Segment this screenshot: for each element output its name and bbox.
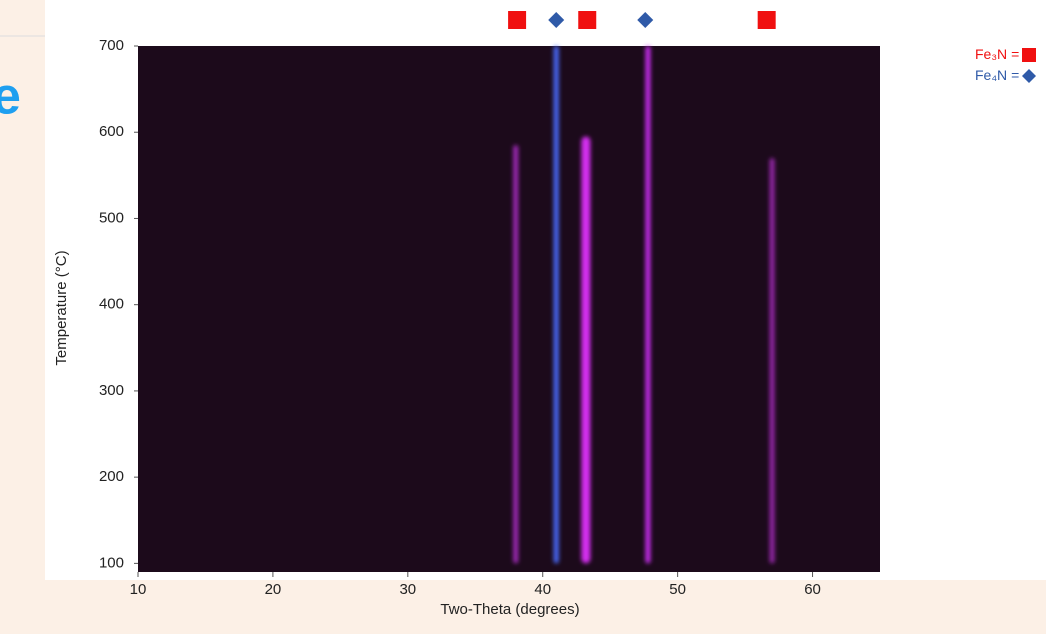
x-tick-label: 40 <box>534 581 551 598</box>
diffraction-streak <box>645 46 651 564</box>
y-tick-label: 100 <box>99 554 124 571</box>
diffraction-streak <box>769 158 775 564</box>
phase-marker <box>508 11 527 29</box>
y-tick-label: 700 <box>99 37 124 54</box>
x-tick-label: 10 <box>130 581 147 598</box>
legend-marker <box>1022 48 1036 62</box>
legend-name: Fe₃N <box>975 46 1007 62</box>
y-tick-label: 400 <box>99 296 124 313</box>
phase-marker <box>578 11 597 29</box>
legend-name: Fe₄N <box>975 67 1007 83</box>
diffraction-streak <box>581 136 591 564</box>
x-tick-label: 20 <box>265 581 282 598</box>
x-tick-label: 60 <box>804 581 821 598</box>
x-axis-label: Two-Theta (degrees) <box>440 601 579 618</box>
legend-label: Fe₄N = <box>975 67 1019 83</box>
diffraction-streak <box>553 46 559 564</box>
phase-marker <box>757 11 776 29</box>
phase-marker <box>637 12 654 28</box>
legend-label: Fe₃N = <box>975 46 1019 62</box>
y-tick-label: 300 <box>99 382 124 399</box>
legend-marker <box>1022 69 1036 83</box>
y-tick-label: 200 <box>99 468 124 485</box>
plot-background <box>138 46 880 572</box>
legend-separator: = <box>1011 67 1019 83</box>
slide-title-fragment: e <box>0 68 21 126</box>
x-tick-label: 50 <box>669 581 686 598</box>
diffraction-streak <box>513 145 519 564</box>
phase-marker <box>548 12 565 28</box>
y-tick-label: 600 <box>99 123 124 140</box>
y-tick-label: 500 <box>99 209 124 226</box>
legend-separator: = <box>1011 46 1019 62</box>
x-tick-label: 30 <box>399 581 416 598</box>
y-axis-label: Temperature (°C) <box>53 250 70 365</box>
